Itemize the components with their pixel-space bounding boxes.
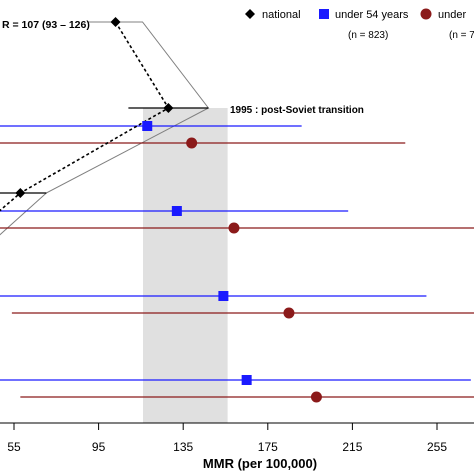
x-axis-ticks: 55 95 135 175 215 255	[7, 423, 447, 454]
confidence-intervals	[0, 125, 474, 398]
national-trend-line	[0, 21, 170, 212]
top-annotation: R = 107 (93 – 126)	[2, 19, 90, 31]
x-tick-label: 215	[342, 440, 362, 454]
other-circle-marker	[283, 307, 295, 319]
funnel-segment	[0, 192, 48, 236]
legend-national-label: national	[262, 9, 301, 21]
legend-under54-marker	[319, 9, 329, 19]
x-tick-label: 95	[92, 440, 106, 454]
legend: national under 54 years (n = 823) under …	[245, 8, 474, 41]
legend-under54-label: under 54 years	[335, 9, 409, 21]
funnel-segment	[88, 21, 210, 109]
legend-other-label: under	[438, 9, 466, 21]
x-axis-label: MMR (per 100,000)	[203, 456, 317, 471]
x-tick-label: 135	[173, 440, 193, 454]
under54-square-marker	[218, 291, 229, 301]
transition-band	[143, 108, 228, 423]
under54-square-marker	[171, 206, 182, 216]
point-estimates	[15, 17, 322, 403]
national-diamond-marker	[15, 188, 26, 198]
national-diamond-marker	[110, 17, 121, 27]
national-diamond-marker	[163, 103, 174, 113]
legend-other-n: (n = 7	[449, 30, 474, 41]
under54-square-marker	[241, 375, 252, 385]
under54-square-marker	[142, 121, 153, 131]
other-circle-marker	[186, 137, 198, 149]
other-circle-marker	[228, 222, 240, 234]
legend-national-marker	[245, 9, 255, 19]
band-label: 1995 : post-Soviet transition	[230, 105, 364, 116]
x-tick-label: 55	[7, 440, 21, 454]
x-tick-label: 255	[427, 440, 447, 454]
other-circle-marker	[310, 391, 322, 403]
legend-under54-n: (n = 823)	[348, 30, 388, 41]
x-tick-label: 175	[258, 440, 278, 454]
legend-other-marker	[420, 8, 432, 20]
